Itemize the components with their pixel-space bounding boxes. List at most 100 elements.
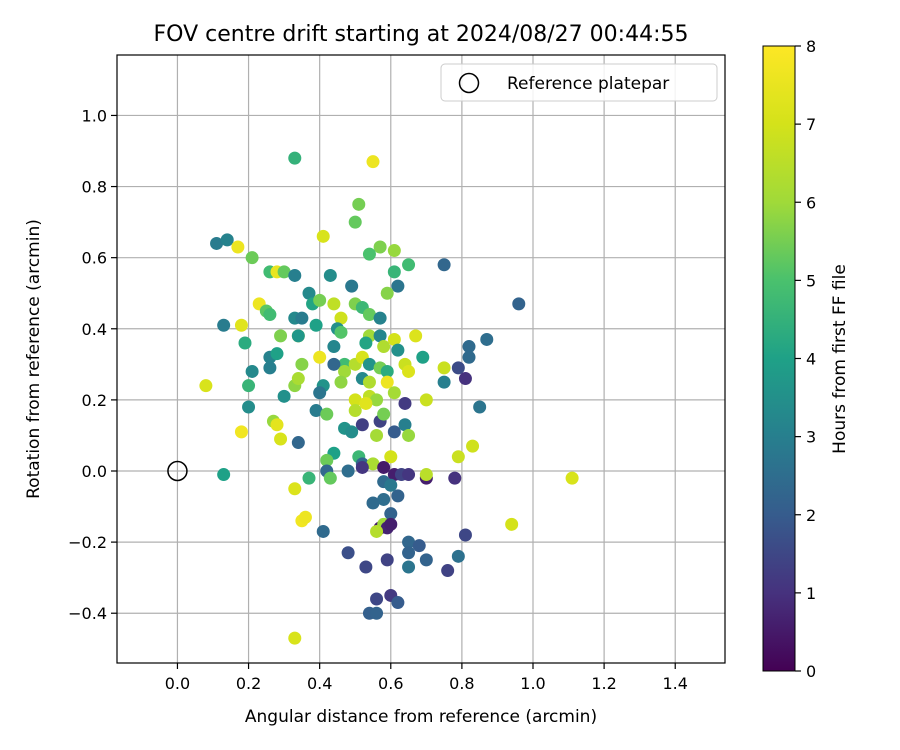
data-point bbox=[387, 244, 401, 258]
data-point bbox=[441, 564, 455, 578]
y-axis-label: Rotation from reference (arcmin) bbox=[24, 219, 44, 499]
legend-box bbox=[440, 63, 718, 102]
x-tick-label: 1.0 bbox=[520, 674, 545, 693]
data-point bbox=[373, 329, 387, 343]
data-point bbox=[295, 357, 309, 371]
data-point bbox=[348, 393, 362, 407]
colorbar-tick-label: 6 bbox=[806, 193, 816, 212]
data-point bbox=[370, 606, 384, 620]
colorbar: 0 1 2 3 4 5 6 7 8 Hours from first FF file bbox=[762, 37, 850, 681]
data-point bbox=[362, 357, 376, 371]
x-tick-label: 0.4 bbox=[307, 674, 332, 693]
data-point bbox=[316, 229, 330, 243]
data-point bbox=[309, 318, 323, 332]
chart-title: FOV centre drift starting at 2024/08/27 … bbox=[154, 22, 689, 47]
data-point bbox=[320, 453, 334, 467]
data-point bbox=[451, 549, 465, 563]
data-point bbox=[380, 375, 394, 389]
data-point bbox=[348, 215, 362, 229]
x-axis-label: Angular distance from reference (arcmin) bbox=[245, 707, 597, 727]
legend-marker bbox=[458, 72, 480, 94]
data-point bbox=[334, 325, 348, 339]
legend-label: Reference platepar bbox=[507, 74, 669, 94]
data-point bbox=[313, 350, 327, 364]
data-point bbox=[345, 279, 359, 293]
data-point bbox=[291, 436, 305, 450]
data-point bbox=[473, 400, 487, 414]
data-point bbox=[412, 539, 426, 553]
colorbar-tick-label: 5 bbox=[806, 271, 816, 290]
y-tick-label: 1.0 bbox=[82, 106, 107, 125]
y-tick-label: 0.0 bbox=[82, 462, 107, 481]
data-point bbox=[345, 425, 359, 439]
data-point bbox=[362, 308, 376, 322]
data-point bbox=[352, 197, 366, 211]
data-point bbox=[217, 468, 231, 482]
data-point bbox=[402, 560, 416, 574]
data-point bbox=[274, 432, 288, 446]
data-point bbox=[234, 425, 248, 439]
data-point bbox=[323, 268, 337, 282]
data-point bbox=[288, 151, 302, 165]
data-point bbox=[316, 524, 330, 538]
data-point bbox=[458, 528, 472, 542]
y-tick-label: 0.4 bbox=[82, 320, 107, 339]
data-point bbox=[334, 375, 348, 389]
data-point bbox=[387, 265, 401, 279]
data-point bbox=[270, 418, 284, 432]
data-point bbox=[451, 361, 465, 375]
data-point bbox=[402, 535, 416, 549]
data-point bbox=[512, 297, 526, 311]
data-point bbox=[334, 311, 348, 325]
data-point bbox=[359, 336, 373, 350]
data-point bbox=[416, 350, 430, 364]
data-point bbox=[199, 379, 213, 393]
data-point bbox=[370, 524, 384, 538]
data-point bbox=[288, 482, 302, 496]
data-point bbox=[313, 386, 327, 400]
y-tick-label: −0.2 bbox=[68, 533, 107, 552]
x-tick-label: 1.2 bbox=[591, 674, 616, 693]
data-point bbox=[384, 507, 398, 521]
data-point bbox=[234, 318, 248, 332]
data-point bbox=[505, 517, 519, 531]
data-point bbox=[565, 471, 579, 485]
data-point bbox=[398, 418, 412, 432]
data-point bbox=[462, 340, 476, 354]
data-point bbox=[391, 596, 405, 610]
y-tick-label: 0.8 bbox=[82, 178, 107, 197]
data-point bbox=[398, 396, 412, 410]
data-point bbox=[341, 464, 355, 478]
data-point bbox=[437, 361, 451, 375]
data-point bbox=[409, 329, 423, 343]
data-point bbox=[366, 155, 380, 169]
data-point bbox=[288, 631, 302, 645]
data-point bbox=[341, 546, 355, 560]
colorbar-label: Hours from first FF file bbox=[830, 264, 850, 454]
data-point bbox=[288, 268, 302, 282]
data-point bbox=[402, 258, 416, 272]
data-point bbox=[380, 286, 394, 300]
data-point bbox=[402, 546, 416, 560]
data-point bbox=[419, 553, 433, 567]
data-point bbox=[373, 311, 387, 325]
data-point bbox=[327, 357, 341, 371]
data-point bbox=[377, 340, 391, 354]
data-point bbox=[480, 332, 494, 346]
data-point bbox=[274, 329, 288, 343]
data-point bbox=[366, 457, 380, 471]
data-point bbox=[245, 251, 259, 265]
data-point bbox=[437, 258, 451, 272]
x-tick-label: 0.0 bbox=[165, 674, 190, 693]
data-point bbox=[220, 233, 234, 247]
data-point bbox=[355, 460, 369, 474]
data-point bbox=[348, 404, 362, 418]
data-point bbox=[362, 247, 376, 261]
x-tick-label: 0.6 bbox=[378, 674, 403, 693]
data-point bbox=[320, 407, 334, 421]
y-tick-label: 0.6 bbox=[82, 249, 107, 268]
colorbar-tick-label: 3 bbox=[806, 428, 816, 447]
data-point bbox=[327, 297, 341, 311]
data-point bbox=[466, 439, 480, 453]
